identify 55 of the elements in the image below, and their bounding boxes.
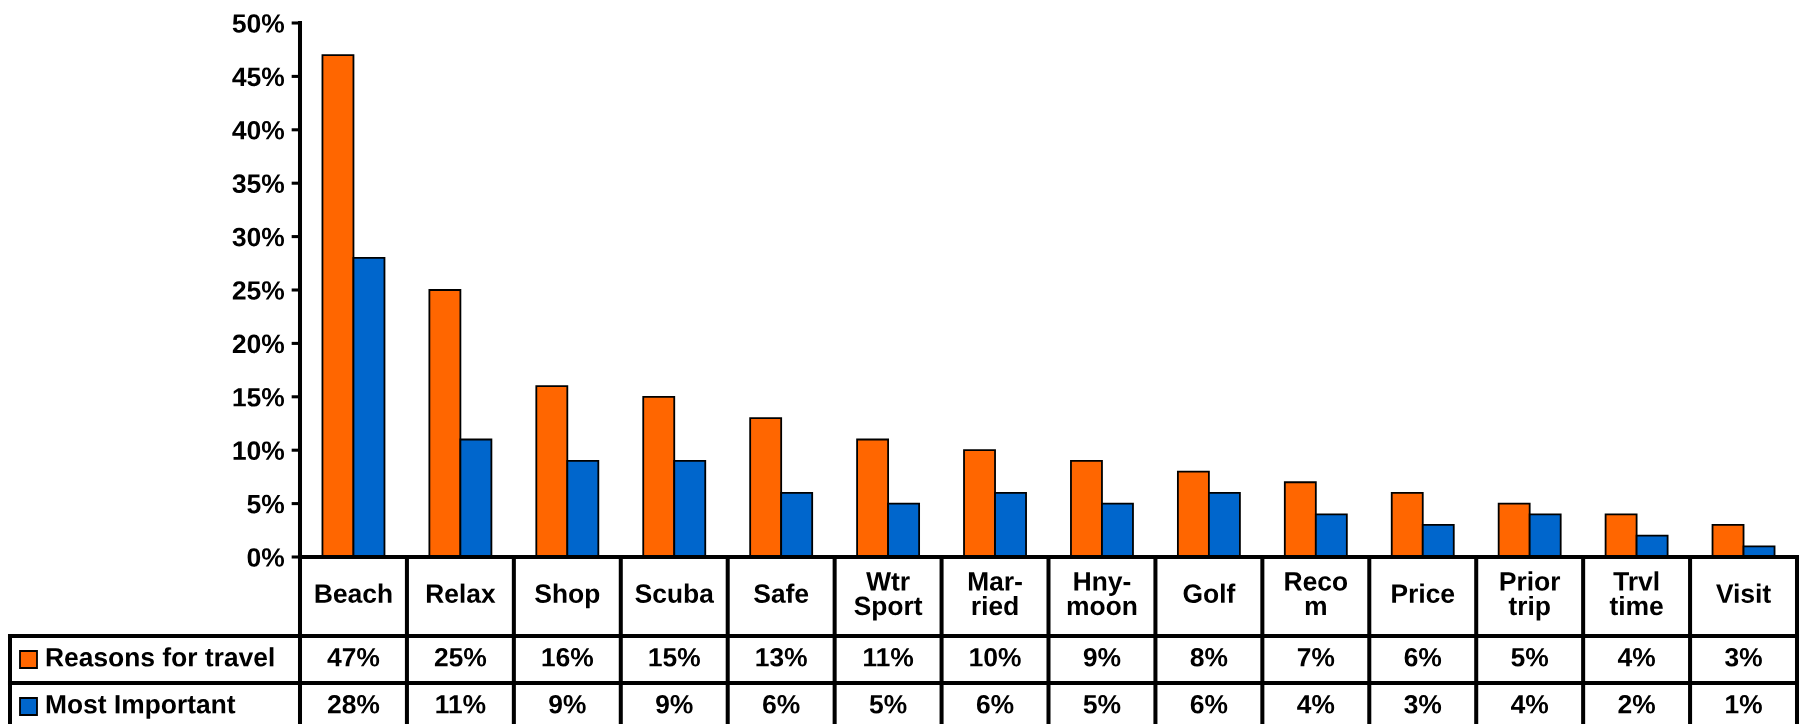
- y-tick-label: 50%: [232, 14, 285, 33]
- x-tick-label: Wtr Sport: [854, 572, 923, 621]
- x-tick-label: Mar- ried: [968, 572, 1022, 616]
- data-label: 9%: [1083, 647, 1121, 667]
- data-label: 13%: [756, 647, 807, 667]
- data-label: 8%: [1190, 647, 1228, 667]
- data-label: 7%: [1297, 647, 1335, 667]
- x-tick-label: Safe: [754, 583, 809, 603]
- data-label: 5%: [1083, 694, 1121, 714]
- data-label: 25%: [434, 647, 487, 667]
- data-label: 11%: [864, 647, 914, 667]
- y-tick-label: 15%: [233, 388, 285, 407]
- x-tick-label: Shop: [535, 583, 600, 609]
- data-label: 1%: [1726, 694, 1762, 714]
- x-tick-label: Trvl time: [1609, 571, 1663, 616]
- x-tick-label: Reco m: [1285, 572, 1348, 616]
- x-tick-label: Beach: [315, 583, 392, 603]
- data-label: 6%: [763, 694, 800, 714]
- data-label: 11%: [436, 694, 486, 714]
- data-label: 9%: [549, 694, 586, 714]
- data-label: 3%: [1725, 647, 1762, 667]
- x-tick-label: Golf: [1183, 583, 1236, 603]
- y-tick-label: 35%: [232, 174, 285, 194]
- data-label: 5%: [869, 694, 907, 714]
- y-tick-label: 10%: [233, 441, 285, 461]
- y-tick-label: 5%: [247, 494, 285, 514]
- data-label: 10%: [970, 647, 1021, 667]
- legend-label: Reasons for travel: [46, 647, 274, 667]
- y-tick-label: 30%: [232, 227, 285, 247]
- data-label: 4%: [1617, 647, 1655, 667]
- data-label: 6%: [976, 694, 1014, 714]
- data-label: 28%: [327, 694, 380, 714]
- data-label: 6%: [1190, 694, 1228, 714]
- x-tick-label: Visit: [1716, 583, 1771, 603]
- x-tick-label: Hny- moon: [1067, 572, 1137, 616]
- data-label: 15%: [649, 647, 700, 667]
- y-tick-label: 45%: [232, 67, 285, 87]
- x-tick-label: Relax: [426, 583, 496, 603]
- data-label: 5%: [1511, 647, 1549, 667]
- data-label: 4%: [1297, 694, 1335, 714]
- y-tick-label: 0%: [247, 548, 285, 567]
- y-tick-label: 40%: [232, 120, 285, 140]
- y-tick-label: 20%: [232, 334, 285, 354]
- data-label: 6%: [1404, 647, 1442, 667]
- x-tick-label: Prior trip: [1500, 571, 1561, 621]
- data-label: 47%: [327, 647, 380, 667]
- data-label: 9%: [656, 694, 693, 714]
- x-tick-label: Scuba: [635, 583, 715, 603]
- y-tick-label: 25%: [232, 281, 285, 300]
- data-label: 16%: [542, 647, 594, 667]
- data-label: 2%: [1618, 694, 1655, 714]
- data-label: 4%: [1511, 694, 1549, 714]
- x-tick-label: Price: [1392, 583, 1455, 603]
- data-label: 3%: [1404, 694, 1442, 714]
- legend-label: Most Important: [46, 695, 236, 719]
